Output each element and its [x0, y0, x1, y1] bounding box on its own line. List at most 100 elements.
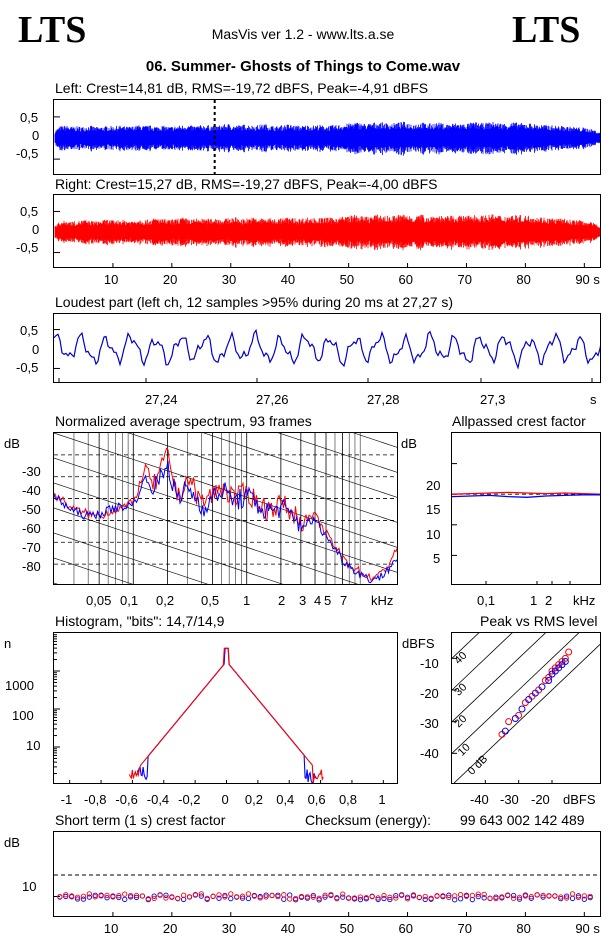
crest-right-33 [245, 891, 252, 897]
peakrms-y-unit: dBFS [402, 636, 435, 651]
spectrum-y-tick-1: -30 [22, 464, 41, 479]
crest-right-89 [575, 894, 582, 901]
spectrum-x-tick-8: 4 [314, 593, 322, 608]
spec-diag-13 [54, 557, 133, 584]
loudest-x-tick-1: 27,24 [145, 392, 178, 407]
crest-left-72 [475, 893, 481, 900]
crest-right-17 [151, 895, 157, 901]
spectrum-y-tick-4: -60 [22, 521, 41, 536]
spectrum-y-tick-3: -50 [22, 502, 41, 517]
hist-x-tick-9: 0,6 [307, 792, 326, 807]
checksum-value: 99 643 002 142 489 [460, 812, 585, 828]
peakrms-y-tick-2: -20 [420, 686, 439, 701]
crest-right-58 [393, 895, 399, 901]
histogram-y-tick-3: 10 [26, 738, 41, 753]
crest-right-27 [210, 893, 216, 899]
crest-right-57 [387, 894, 393, 900]
histogram-label: Histogram, "bits": 14,7/14,9 [55, 613, 225, 629]
crest-left-4 [74, 896, 81, 902]
spectrum-plot [53, 432, 398, 585]
crest-left-87 [563, 893, 570, 899]
crest-left-45 [316, 897, 322, 903]
crest-left-28 [216, 895, 222, 901]
peak-diag-0 [453, 643, 600, 783]
svg-right-signal [54, 214, 600, 251]
hist-x-tick-4: -0,4 [146, 792, 170, 807]
histogram-y-tick-2: 100 [12, 708, 34, 723]
crest-right-68 [452, 893, 458, 899]
crest-x-tick-1: 10 [103, 921, 119, 936]
crest-left-7 [92, 892, 98, 898]
crest-right-91 [587, 893, 593, 900]
crest-left-36 [263, 892, 269, 898]
allpass-y-unit: dB [401, 436, 417, 451]
crest-right-63 [422, 893, 428, 900]
peakrms-x-tick-3: -20 [531, 792, 550, 807]
crest-left-89 [575, 893, 582, 899]
peak-point-1-6 [545, 677, 553, 684]
crest-x-tick-6: 60 [398, 921, 414, 936]
crest-right-45 [316, 895, 322, 901]
crest-right-65 [434, 893, 440, 899]
crest-right-74 [487, 895, 493, 901]
wave-x-tick-3: 30 [221, 272, 237, 287]
spectrum-x-tick-5: 1 [243, 593, 251, 608]
spectrum-y-tick-2: -40 [22, 483, 41, 498]
crest-right-51 [351, 895, 358, 901]
hist-x-tick-11: 1 [378, 792, 386, 807]
crest-left-86 [558, 895, 564, 902]
allpass-y-tick-3: 10 [426, 527, 441, 542]
loudest-x-tick-unit: s [590, 392, 597, 407]
crest-right-48 [334, 896, 340, 902]
allpass-series-1 [452, 494, 600, 498]
crest-x-tick-5: 50 [339, 921, 355, 936]
histogram-y-tick-1: 1000 [5, 678, 34, 693]
crest-left-73 [481, 895, 487, 901]
peakrms-y-tick-3: -30 [420, 716, 439, 731]
peak-point-0-13 [565, 648, 573, 656]
crest-x-tick-8: 80 [516, 921, 531, 936]
crest-left-52 [357, 896, 364, 903]
crest-y-unit: dB [4, 835, 20, 850]
crest-right-83 [540, 892, 546, 899]
peak-diag-3 [452, 633, 513, 691]
wave-x-tick-2: 20 [162, 272, 178, 287]
crest-right-18 [157, 892, 163, 898]
loudest-label: Loudest part (left ch, 12 samples >95% d… [55, 294, 454, 310]
crest-right-60 [404, 896, 411, 902]
crest-left-19 [163, 892, 169, 898]
crest-right-15 [139, 893, 146, 899]
crest-right-3 [69, 893, 75, 899]
crest-left-55 [375, 896, 381, 903]
crest-right-85 [552, 893, 558, 899]
spec-diag-10 [54, 482, 358, 584]
wave-x-tick-1: 10 [103, 272, 119, 287]
crest-right-5 [80, 893, 87, 899]
spectrum-x-tick-10: 7 [340, 593, 348, 608]
spectrum-y-tick-6: -80 [22, 559, 41, 574]
crest-x-tick-3: 30 [221, 921, 237, 936]
peak-diag-label-3: 10 [456, 741, 473, 758]
crest-right-16 [145, 896, 151, 902]
crest-right-4 [74, 894, 81, 900]
crest-right-52 [357, 894, 364, 900]
crest-left-81 [528, 895, 534, 901]
hist-x-tick-5: -0,2 [178, 792, 201, 807]
crest-right-23 [186, 894, 193, 900]
crest-left-56 [381, 895, 387, 902]
crest-right-20 [169, 894, 175, 900]
wave-x-tick-4: 40 [280, 272, 296, 287]
crest-right-80 [522, 893, 529, 899]
crest-right-84 [546, 893, 552, 899]
spectrum-x-tick-3: 0,2 [156, 593, 175, 608]
crest-right-62 [416, 894, 422, 901]
peak-point-1-0 [501, 727, 509, 735]
histogram-plot [53, 632, 398, 784]
crest-left-44 [310, 892, 316, 899]
peakrms-x-tick-2: -30 [500, 792, 519, 807]
crest-right-67 [446, 894, 452, 901]
loudest-y-tick-1: 0,5 [20, 323, 39, 338]
crest-right-61 [410, 892, 417, 898]
spectrum-x-tick-1: 0,05 [86, 593, 112, 608]
crest-right-77 [505, 892, 511, 898]
